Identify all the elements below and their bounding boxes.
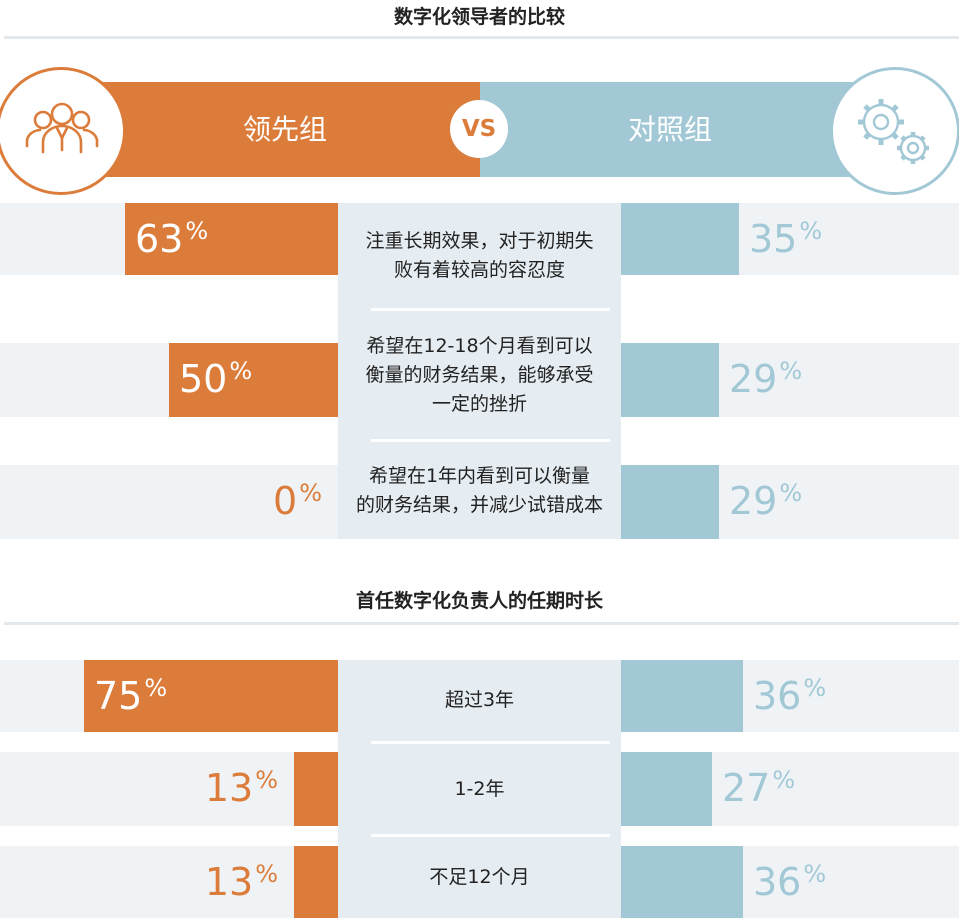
chart1-row3-leader-value-percent-sign: % bbox=[299, 479, 322, 507]
chart2-row3-leader-value-percent-sign: % bbox=[255, 860, 278, 888]
chart1-row1-leader-bar bbox=[125, 203, 338, 275]
chart1-row2-leader-bar bbox=[169, 343, 338, 417]
control-icon-circle bbox=[830, 67, 959, 195]
chart2-divider-2 bbox=[371, 834, 610, 837]
chart2-row2-leader-value-percent-sign: % bbox=[255, 766, 278, 794]
chart2-row1-leader-value-percent-sign: % bbox=[144, 674, 168, 702]
chart2-row2-control-value-number: 27 bbox=[722, 766, 771, 810]
chart1-row2-category-line-2: 衡量的财务结果，能够承受 bbox=[365, 363, 594, 386]
control-label: 对照组 bbox=[627, 113, 712, 146]
chart2-row3-control-bar bbox=[621, 846, 743, 918]
chart2-row1-control-value-number: 36 bbox=[753, 674, 802, 718]
chart2-row2-control-value: 27% bbox=[722, 768, 795, 807]
chart1-row3-category-line-2: 的财务结果，并减少试错成本 bbox=[355, 493, 603, 516]
chart1-row3-category-text: 希望在1年内看到可以衡量 的财务结果，并减少试错成本 bbox=[356, 462, 603, 520]
chart1-row2-category-text: 希望在12-18个月看到可以 衡量的财务结果，能够承受 一定的挫折 bbox=[365, 332, 593, 419]
chart2-row3-category-text: 不足12个月 bbox=[429, 863, 529, 892]
chart1-row2-control-value: 29% bbox=[729, 359, 802, 398]
chart2-row2-category-text: 1-2年 bbox=[454, 775, 504, 804]
chart1-row1-control-value-percent-sign: % bbox=[799, 217, 823, 245]
chart1-row3-control-bar bbox=[621, 465, 719, 539]
people-group-icon bbox=[25, 102, 99, 154]
chart2-row3-category-label: 不足12个月 bbox=[338, 837, 621, 918]
chart1-divider-1 bbox=[371, 308, 610, 311]
chart1-row1-leader-value-percent-sign: % bbox=[185, 217, 209, 245]
chart2-row3-leader-bar bbox=[294, 846, 338, 918]
chart2-row3-leader-value: 13% bbox=[158, 862, 278, 901]
vs-badge: VS bbox=[450, 100, 508, 158]
chart2-row2-leader-bar bbox=[294, 752, 338, 826]
chart2-row3-control-value-number: 36 bbox=[753, 860, 802, 904]
chart2-row1-control-value-percent-sign: % bbox=[803, 674, 827, 702]
chart1-row3-category-line-1: 希望在1年内看到可以衡量 bbox=[368, 464, 591, 487]
chart2-row3-leader-value-number: 13 bbox=[204, 860, 254, 904]
leader-icon-circle bbox=[0, 67, 126, 195]
chart1-row1-category-label: 注重长期效果，对于初期失 败有着较高的容忍度 bbox=[338, 203, 621, 308]
chart1-row3-control-value: 29% bbox=[729, 481, 802, 520]
chart2-row2-leader-value-number: 13 bbox=[204, 766, 254, 810]
chart1-row2-control-bar bbox=[621, 343, 719, 417]
chart1-row2-control-value-percent-sign: % bbox=[779, 357, 803, 385]
chart1-row3-category-label: 希望在1年内看到可以衡量 的财务结果，并减少试错成本 bbox=[338, 442, 621, 539]
chart1-row2-control-value-number: 29 bbox=[729, 357, 778, 401]
chart1-row3-control-value-number: 29 bbox=[729, 479, 778, 523]
chart2-row1-leader-bar bbox=[84, 660, 338, 732]
chart1-row2-category-line-3: 一定的挫折 bbox=[431, 392, 527, 415]
title-rule-1 bbox=[4, 36, 959, 39]
chart2-row2-category-label: 1-2年 bbox=[338, 744, 621, 834]
chart2-row3-category-line-1: 不足12个月 bbox=[429, 866, 530, 888]
chart2-row2-control-value-percent-sign: % bbox=[772, 766, 796, 794]
chart2-row1-leader-value: 75% bbox=[94, 676, 167, 715]
chart1-row1-category-line-1: 注重长期效果，对于初期失 bbox=[365, 229, 594, 252]
chart2-row1-control-bar bbox=[621, 660, 743, 732]
leader-label: 领先组 bbox=[242, 113, 327, 146]
chart2-row2-category-line-1: 1-2年 bbox=[454, 777, 505, 800]
chart1-row2-category-label: 希望在12-18个月看到可以 衡量的财务结果，能够承受 一定的挫折 bbox=[338, 310, 621, 440]
chart1-row1-category-line-2: 败有着较高的容忍度 bbox=[393, 258, 565, 281]
chart1-divider-2 bbox=[371, 439, 610, 442]
chart2-row1-category-line-1: 超过3年 bbox=[444, 688, 515, 711]
chart2-row1-category-text: 超过3年 bbox=[445, 686, 514, 715]
chart1-row2-leader-value-percent-sign: % bbox=[229, 357, 253, 385]
chart1-row1-control-bar bbox=[621, 203, 739, 275]
title-rule-2 bbox=[4, 622, 959, 625]
chart1-label-column bbox=[338, 203, 621, 539]
gears-icon bbox=[858, 99, 929, 164]
chart1-title: 数字化领导者的比较 bbox=[393, 6, 565, 28]
chart1-row2-leader-value-number: 50 bbox=[179, 357, 228, 401]
chart1-row1-leader-value: 63% bbox=[135, 219, 208, 258]
chart2-row1-leader-value-number: 75 bbox=[94, 674, 143, 718]
chart1-row1-control-value: 35% bbox=[749, 219, 822, 258]
control-banner: 对照组 bbox=[480, 82, 880, 177]
chart2-row1-control-value: 36% bbox=[753, 676, 826, 715]
chart1-row1-category-text: 注重长期效果，对于初期失 败有着较高的容忍度 bbox=[365, 227, 593, 285]
chart2-row2-control-bar bbox=[621, 752, 712, 826]
chart1-row3-leader-value: 0% bbox=[202, 481, 322, 520]
chart1-row1-control-value-number: 35 bbox=[749, 217, 798, 261]
chart1-row2-category-line-1: 希望在12-18个月看到可以 bbox=[366, 334, 593, 357]
chart1-row3-control-value-percent-sign: % bbox=[779, 479, 803, 507]
chart2-label-column bbox=[338, 660, 621, 918]
chart1-row3-leader-value-number: 0 bbox=[273, 479, 298, 523]
vs-label: VS bbox=[461, 116, 497, 142]
chart2-row1-category-label: 超过3年 bbox=[338, 660, 621, 740]
chart2-row2-leader-value: 13% bbox=[158, 768, 278, 807]
chart2-title: 首任数字化负责人的任期时长 bbox=[355, 590, 603, 612]
chart2-row3-control-value-percent-sign: % bbox=[803, 860, 827, 888]
chart1-row2-leader-value: 50% bbox=[179, 359, 252, 398]
chart2-row3-control-value: 36% bbox=[753, 862, 826, 901]
chart1-row1-leader-value-number: 63 bbox=[135, 217, 184, 261]
chart2-divider-1 bbox=[371, 741, 610, 744]
